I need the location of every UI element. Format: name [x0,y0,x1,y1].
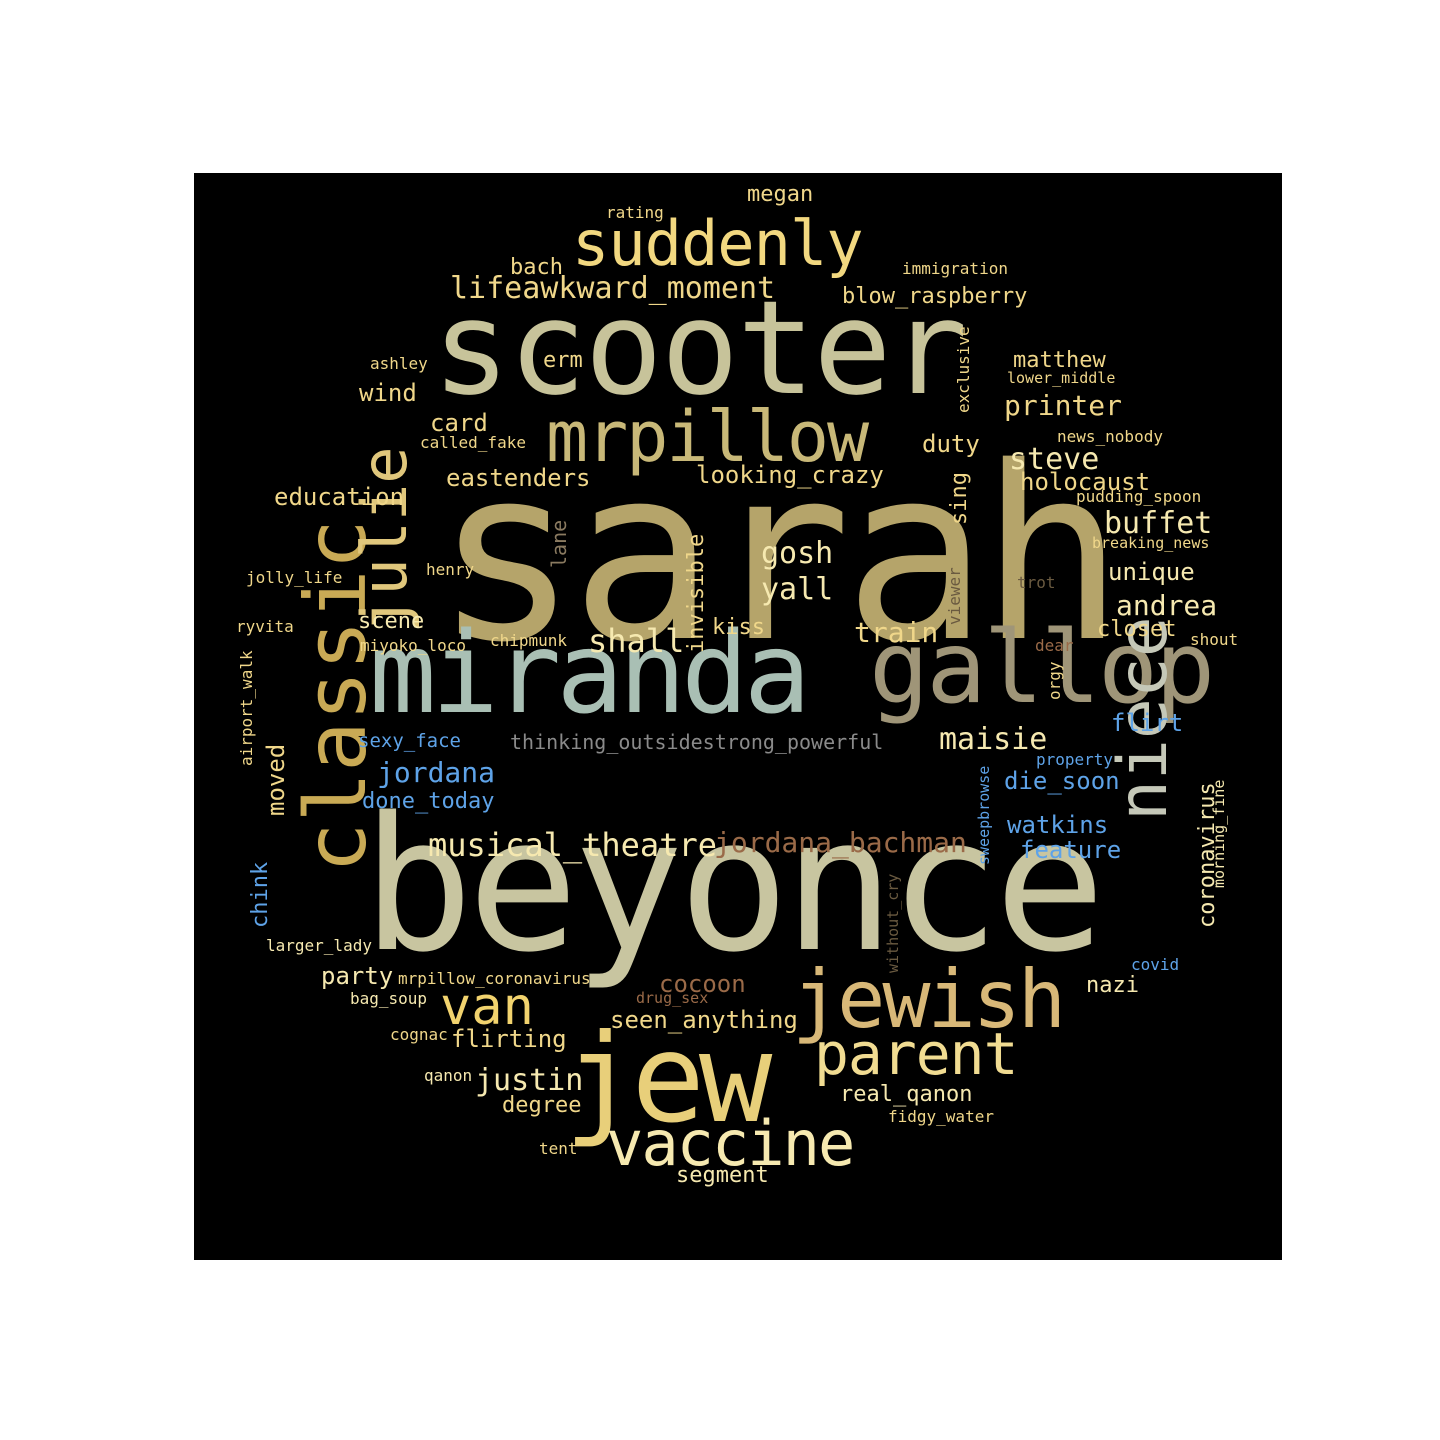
word-blow-raspberry: blow_raspberry [842,284,1028,309]
word-sing: sing [947,472,972,525]
word-property: property [1036,750,1114,769]
word-parent: parent [814,1020,1019,1088]
word-card: card [430,409,488,437]
word-closet: closet [1097,617,1177,642]
word-gallop: gallop [869,609,1215,726]
word-vaccine: vaccine [606,1107,855,1180]
word-fidgy-water: fidgy_water [888,1107,994,1126]
word-yall: yall [761,572,834,607]
word-shall: shall [588,622,685,660]
word-education: education [274,483,405,511]
word-steve: steve [1009,442,1100,477]
word-scooter: scooter [432,272,968,424]
word-wind: wind [359,379,417,407]
word-jewish: jewish [792,953,1066,1046]
word-ashley: ashley [370,354,428,373]
word-miranda: miranda [369,609,811,739]
word-holocaust: holocaust [1020,468,1151,496]
word-morning-fine: morning_fine [1210,779,1228,888]
word-seen-anything: seen_anything [610,1006,798,1034]
word-julie: julie [348,446,421,633]
word-exclusive: exclusive [954,326,973,413]
word-immigration: immigration [902,259,1008,278]
word-rating: rating [606,203,664,222]
word-bach: bach [510,255,563,280]
word-cocoon: cocoon [659,970,746,998]
word-airport-walk: airport_walk [237,650,256,766]
word-larger-lady: larger_lady [266,936,372,955]
word-beyonce: beyonce [362,777,1106,993]
word-van: van [440,977,534,1037]
word-invisible: invisible [684,533,709,653]
word-trot: trot [1017,573,1056,592]
word-henry: henry [426,560,475,579]
word-matthew: matthew [1013,348,1106,373]
word-bag-soup: bag_soup [350,989,428,1008]
word-suddenly: suddenly [572,207,864,280]
word-lifeawkward-moment: lifeawkward_moment [450,271,776,306]
word-mrpillow: mrpillow [546,396,869,478]
word-sweepbrowse: sweepbrowse [975,765,993,865]
word-feature: feature [1020,836,1122,864]
word-gosh: gosh [761,536,834,571]
word-chink: chink [248,861,273,928]
word-train: train [854,616,939,649]
word-sarah: sarah [434,415,1124,695]
word-watkins: watkins [1007,811,1109,839]
word-pudding-spoon: pudding_spoon [1076,487,1202,506]
word-miyoko-loco: miyoko_loco [360,636,466,655]
word-mrpillow-coronavirus: mrpillow_coronavirus [398,969,591,988]
word-cloud-canvas: sarah beyonce scooter miranda gallop cla… [194,173,1282,1260]
word-andrea: andrea [1116,589,1218,622]
word-eastenders: eastenders [446,464,591,492]
word-ryvita: ryvita [236,617,294,636]
word-chipmunk: chipmunk [490,631,568,650]
word-qanon: qanon [424,1066,473,1085]
word-buffet: buffet [1104,506,1213,541]
word-jordana: jordana [377,756,496,789]
word-kiss: kiss [712,615,765,640]
word-covid: covid [1131,955,1180,974]
word-looking-crazy: looking_crazy [696,461,884,489]
word-scene: scene [358,609,425,634]
word-without-cry: without_cry [884,873,902,973]
word-breaking-news: breaking_news [1092,534,1210,552]
word-jordana-bachman: jordana_bachman [714,826,967,859]
word-musical-theatre: musical_theatre [428,826,717,864]
word-megan: megan [747,182,814,207]
word-news-nobody: news_nobody [1057,427,1163,446]
word-nazi: nazi [1086,973,1139,998]
word-flirt: flirt [1111,709,1184,737]
word-jolly-life: jolly_life [246,568,343,587]
word-lower-middle: lower_middle [1007,369,1116,387]
word-sexy-face: sexy_face [358,730,461,752]
word-drug-sex: drug_sex [636,989,709,1007]
word-duty: duty [922,430,980,458]
word-jew: jew [564,1008,772,1150]
word-unique: unique [1108,558,1195,586]
word-done-today: done_today [362,789,495,814]
word-die-soon: die_soon [1004,767,1120,795]
word-flirting: flirting [451,1025,567,1053]
word-thinking-outsidestrong-powerful: thinking_outsidestrong_powerful [510,730,884,754]
word-party: party [321,962,394,990]
word-called-fake: called_fake [420,433,526,452]
word-printer: printer [1004,389,1123,422]
word-shout: shout [1190,630,1239,649]
word-tent: tent [539,1139,578,1158]
word-cognac: cognac [390,1025,448,1044]
word-maisie: maisie [939,722,1048,757]
word-viewer: viewer [945,567,964,625]
word-segment: segment [676,1163,769,1188]
word-moved: moved [262,743,290,816]
word-real-qanon: real_qanon [840,1082,973,1107]
word-orgy: orgy [1045,661,1064,700]
word-dear: dear [1035,636,1074,655]
word-lane: lane [547,519,571,568]
word-erm: erm [543,348,583,373]
word-justin: justin [475,1063,584,1098]
word-degree: degree [502,1093,582,1118]
